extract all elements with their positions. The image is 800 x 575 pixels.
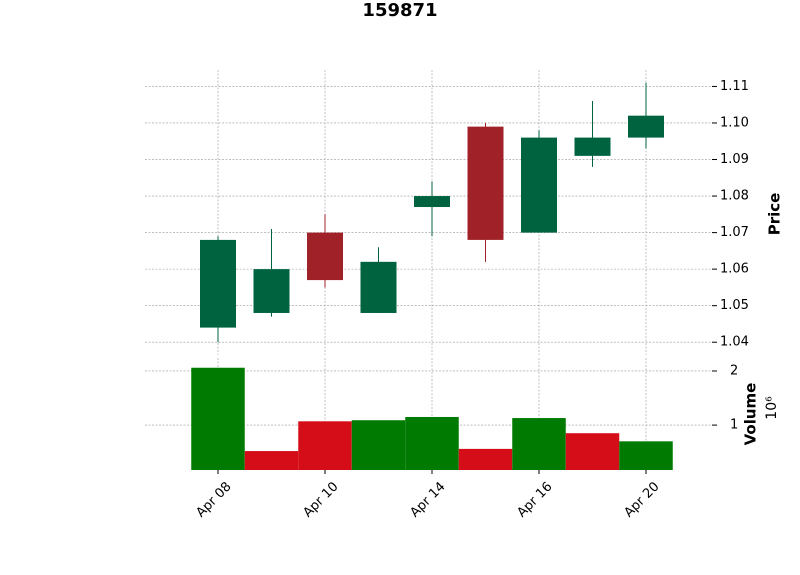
candle-body bbox=[574, 137, 611, 156]
candle-body bbox=[307, 232, 343, 281]
volume-bar bbox=[619, 441, 673, 470]
y2-offset-label: 10⁶ bbox=[764, 396, 780, 420]
y-tick-label: 1.06 bbox=[720, 262, 749, 277]
y-tick-label: 1.10 bbox=[720, 115, 749, 130]
y2-tick-label: 2 bbox=[730, 363, 738, 378]
y2-axis-label: Volume bbox=[742, 383, 760, 446]
x-tick-label: Apr 16 bbox=[514, 479, 555, 520]
candle-body bbox=[360, 261, 397, 313]
y-tick-label: 1.07 bbox=[720, 225, 749, 240]
volume-bar bbox=[458, 448, 513, 470]
candle-body bbox=[628, 115, 664, 138]
candle-body bbox=[521, 137, 557, 233]
x-tick-label: Apr 20 bbox=[621, 479, 662, 520]
candle-body bbox=[200, 239, 236, 328]
volume-bar bbox=[405, 416, 459, 470]
volume-bar bbox=[565, 433, 620, 470]
candle-body bbox=[467, 126, 504, 240]
y2-tick-label: 1 bbox=[730, 418, 738, 433]
volume-bar bbox=[244, 451, 299, 470]
candle-body bbox=[253, 269, 290, 313]
y-tick-label: 1.08 bbox=[720, 189, 749, 204]
x-tick-label: Apr 08 bbox=[193, 479, 234, 520]
x-tick-label: Apr 10 bbox=[300, 479, 341, 520]
y-tick-label: 1.05 bbox=[720, 298, 749, 313]
y-tick-label: 1.04 bbox=[720, 335, 749, 350]
chart-title: 159871 bbox=[362, 0, 437, 21]
volume-bar bbox=[351, 420, 406, 470]
y-axis-label: Price bbox=[766, 193, 784, 236]
x-tick-label: Apr 14 bbox=[407, 479, 448, 520]
volume-bar bbox=[298, 421, 352, 470]
y-tick-label: 1.11 bbox=[720, 79, 749, 94]
y-tick-label: 1.09 bbox=[720, 152, 749, 167]
volume-bar bbox=[512, 418, 566, 470]
volume-bar bbox=[191, 367, 245, 470]
candle-body bbox=[414, 196, 450, 208]
